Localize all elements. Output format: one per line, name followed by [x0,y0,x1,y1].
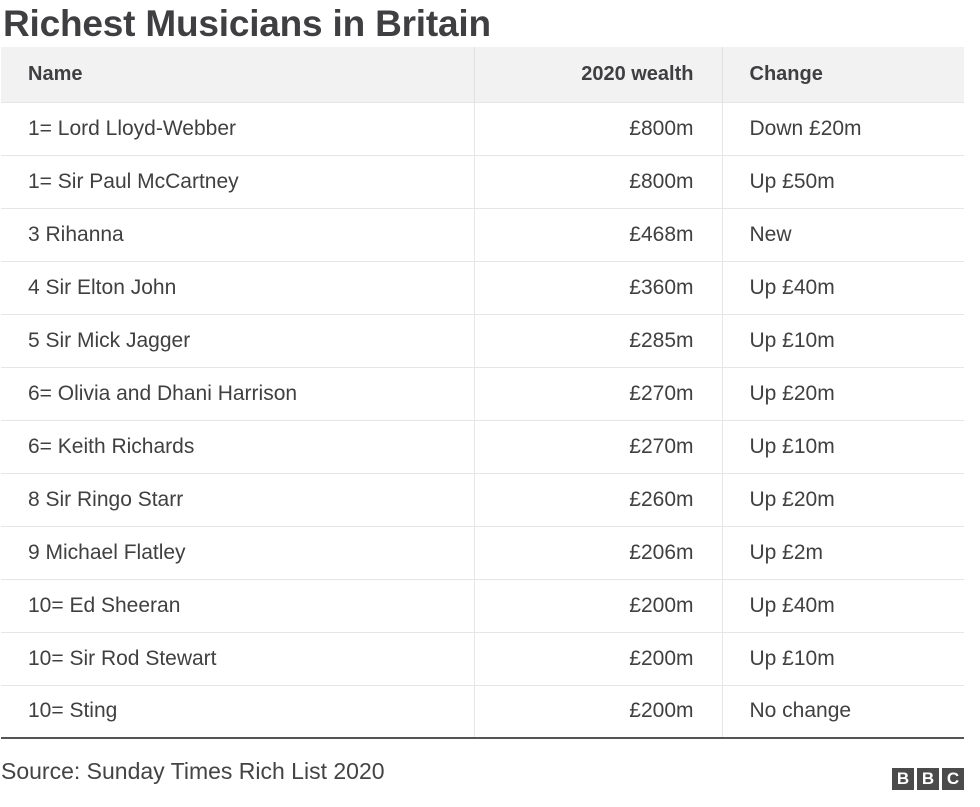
cell-change: Up £40m [749,593,835,617]
cell-wealth: £270m [474,367,723,420]
table-body: 1= Lord Lloyd-Webber £800m Down £20m 1= … [1,102,964,738]
table-row: 8 Sir Ringo Starr £260m Up £20m [1,473,964,526]
cell-change: Up £20m [749,381,835,405]
cell-name: 8 Sir Ringo Starr [1,473,475,526]
table-row: 4 Sir Elton John £360m Up £40m [1,261,964,314]
rich-list-table: Name 2020 wealth Change 1= Lord Lloyd-We… [1,47,964,739]
table-row: 5 Sir Mick Jagger £285m Up £10m [1,314,964,367]
cell-name: 1= Lord Lloyd-Webber [1,102,475,155]
cell-wealth: £206m [474,526,723,579]
source-note: Source: Sunday Times Rich List 2020 [1,758,385,784]
cell-name: 10= Sir Rod Stewart [1,632,475,685]
table-row: 3 Rihanna £468m New [1,208,964,261]
table-row: 10= Ed Sheeran £200m Up £40m [1,579,964,632]
cell-wealth: £468m [474,208,723,261]
cell-change: Up £40m [749,275,835,299]
cell-change: Up £10m [749,646,835,670]
cell-wealth: £200m [474,685,723,738]
table-row: 1= Sir Paul McCartney £800m Up £50m [1,155,964,208]
table-row: 10= Sting £200m No change [1,685,964,738]
page-title: Richest Musicians in Britain [3,3,491,44]
table-row: 6= Keith Richards £270m Up £10m [1,420,964,473]
cell-change: No change [749,699,852,723]
table-row: 10= Sir Rod Stewart £200m Up £10m [1,632,964,685]
cell-name: 3 Rihanna [1,208,475,261]
cell-wealth: £360m [474,261,723,314]
cell-wealth: £270m [474,420,723,473]
table-row: 6= Olivia and Dhani Harrison £270m Up £2… [1,367,964,420]
header-change: Change [749,62,823,85]
logo-letter: B [892,768,914,790]
header-wealth: 2020 wealth [474,47,723,102]
cell-name: 10= Sting [1,685,475,738]
cell-wealth: £800m [474,155,723,208]
cell-name: 1= Sir Paul McCartney [1,155,475,208]
cell-wealth: £260m [474,473,723,526]
cell-name: 10= Ed Sheeran [1,579,475,632]
logo-letter: B [917,768,939,790]
rich-list-table-container: Name 2020 wealth Change 1= Lord Lloyd-We… [1,47,964,739]
cell-wealth: £285m [474,314,723,367]
header-name: Name [1,47,475,102]
cell-name: 4 Sir Elton John [1,261,475,314]
table-header: Name 2020 wealth Change [1,47,964,102]
cell-wealth: £200m [474,632,723,685]
cell-change: Up £2m [749,540,824,564]
cell-name: 6= Keith Richards [1,420,475,473]
logo-letter: C [942,768,964,790]
table-row: 9 Michael Flatley £206m Up £2m [1,526,964,579]
bbc-logo: B B C [892,768,964,790]
table-row: 1= Lord Lloyd-Webber £800m Down £20m [1,102,964,155]
cell-name: 9 Michael Flatley [1,526,475,579]
cell-change: Up £20m [749,487,835,511]
cell-name: 6= Olivia and Dhani Harrison [1,367,475,420]
cell-change: Up £10m [749,434,835,458]
cell-change: Down £20m [749,116,862,140]
cell-change: New [749,222,792,246]
cell-change: Up £10m [749,328,835,352]
cell-wealth: £200m [474,579,723,632]
cell-name: 5 Sir Mick Jagger [1,314,475,367]
cell-wealth: £800m [474,102,723,155]
header-row: Name 2020 wealth Change [1,47,964,102]
cell-change: Up £50m [749,169,835,193]
